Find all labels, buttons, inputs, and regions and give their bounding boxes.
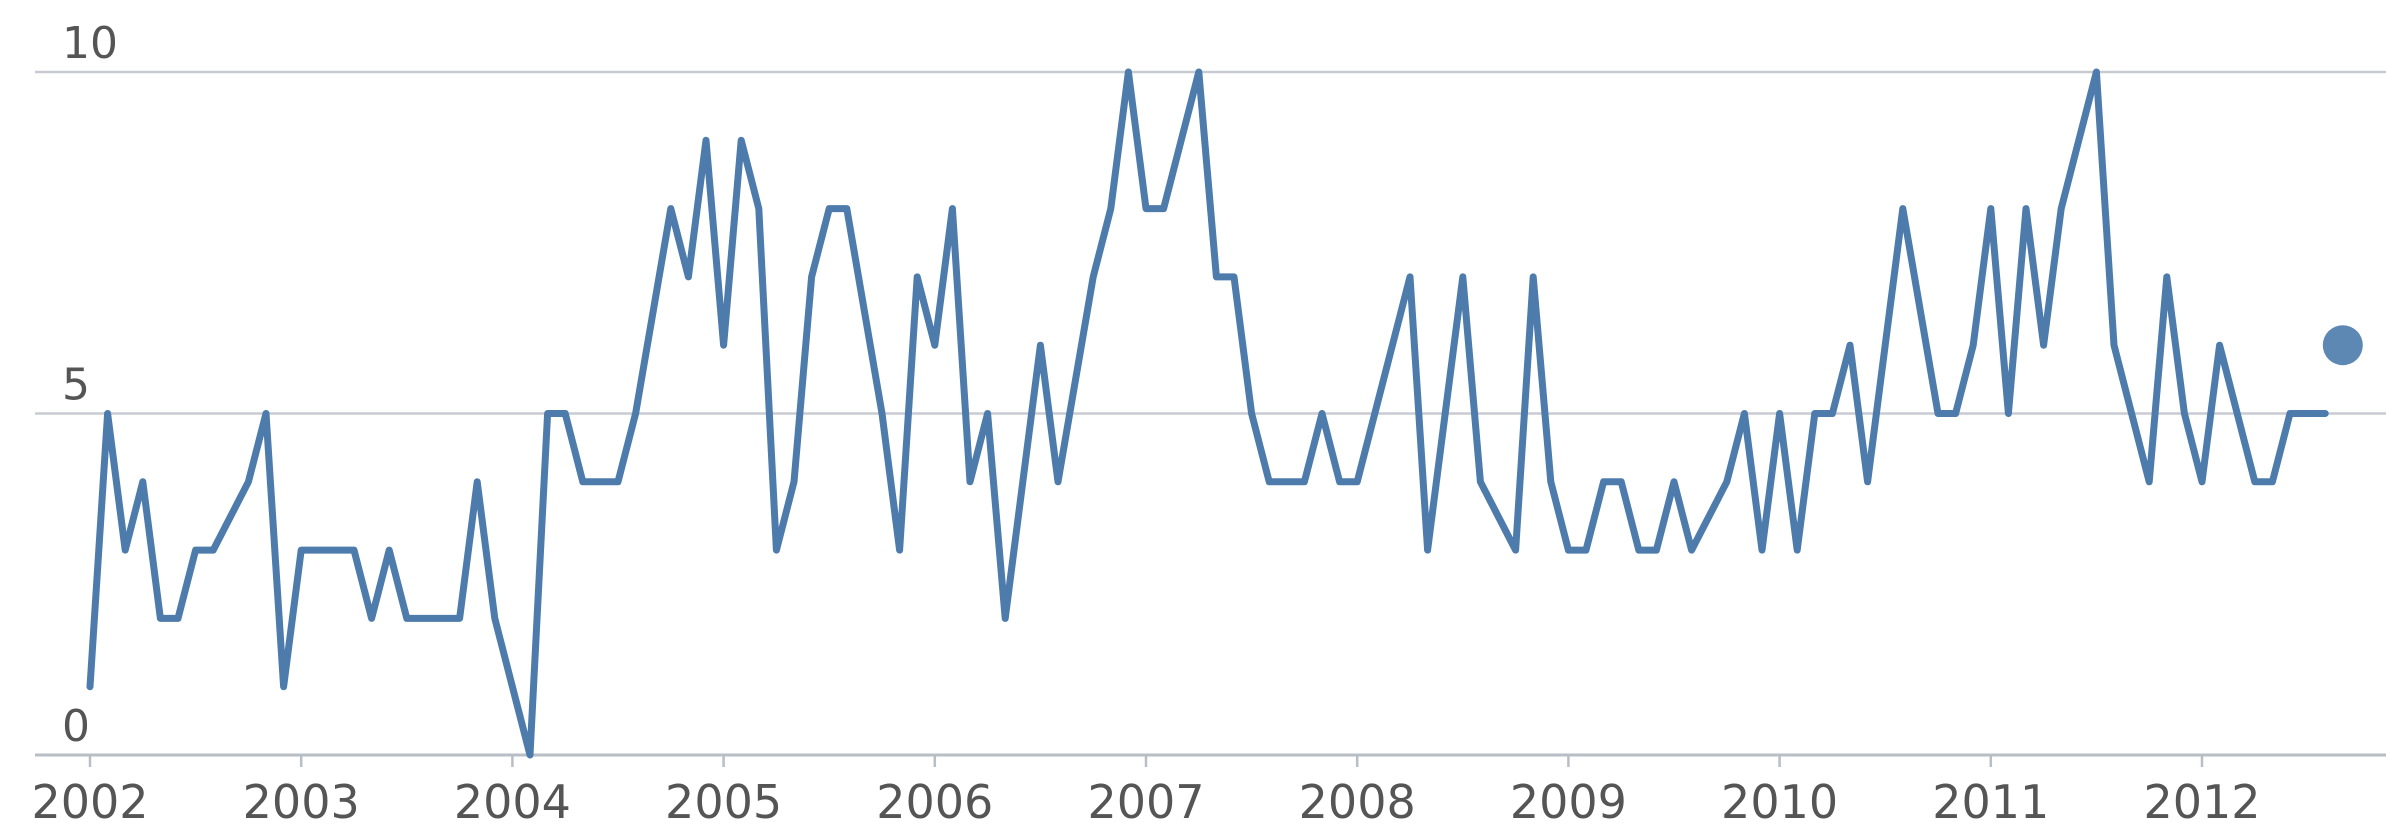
x-tick-label: 2006 [876, 775, 993, 829]
x-tick-label: 2004 [454, 775, 571, 829]
x-tick-label: 2008 [1299, 775, 1416, 829]
y-tick-label: 0 [62, 701, 90, 752]
grid-layer [35, 70, 2386, 757]
x-tick-label: 2002 [31, 775, 148, 829]
x-tick-label: 2007 [1087, 775, 1204, 829]
x-tick-label: 2011 [1932, 775, 2049, 829]
x-axis-ticks: 2002 2003 2004 2005 2006 2007 2008 2009 2010 2011… [31, 755, 2261, 829]
series-line-0 [86, 68, 2329, 759]
y-tick-label: 5 [62, 360, 90, 411]
series-layer [86, 68, 2363, 759]
x-tick-label: 2005 [665, 775, 782, 829]
y-axis-ticks: 0 5 10 [62, 18, 118, 752]
end-marker-dot [2322, 325, 2363, 366]
y-tick-label: 10 [62, 18, 118, 69]
x-tick-label: 2009 [1510, 775, 1627, 829]
x-tick-label: 2003 [243, 775, 360, 829]
x-tick-label: 2010 [1721, 775, 1838, 829]
x-tick-label: 2012 [2143, 775, 2260, 829]
